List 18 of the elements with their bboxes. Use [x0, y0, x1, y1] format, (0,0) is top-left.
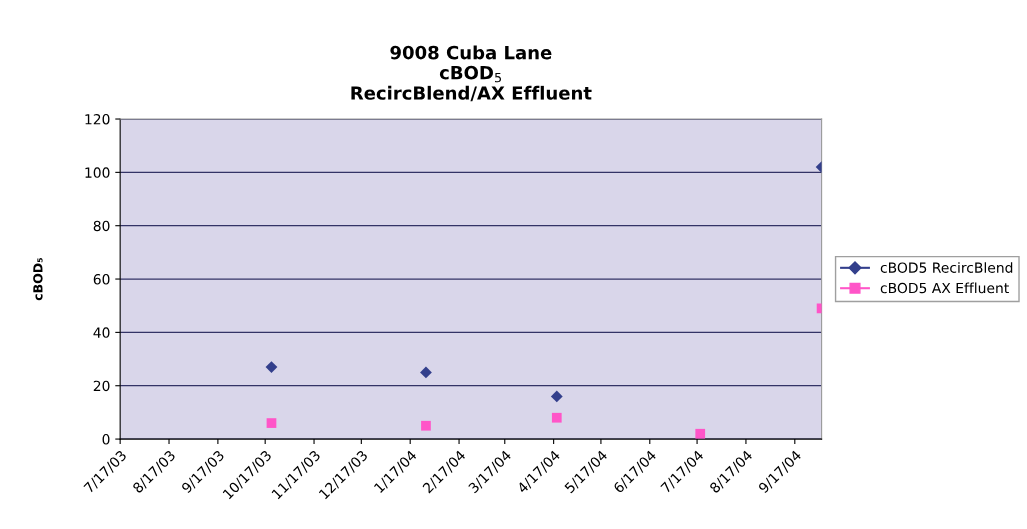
- point: [265, 361, 278, 373]
- point: [421, 420, 431, 431]
- point: [420, 366, 432, 379]
- y-tick-label: 0: [102, 434, 110, 445]
- point: [550, 390, 563, 403]
- legend-label: cBOD5 AX Effluent: [880, 282, 1009, 294]
- y-tick-label: 40: [93, 327, 110, 338]
- y-tick-label: 60: [93, 274, 110, 285]
- point: [695, 428, 706, 439]
- y-tick-label: 100: [85, 167, 110, 178]
- y-tick-label: 20: [93, 380, 110, 392]
- y-tick-label: 80: [93, 220, 110, 232]
- point: [551, 412, 562, 423]
- point: [266, 418, 277, 428]
- y-axis-title: cBOD₅: [33, 258, 43, 301]
- chart-title: 9008 Cuba Lane cBOD$_{5}$ RecircBlend/AX Effluent: [351, 45, 592, 102]
- legend-label: cBOD5 RecircBlend: [880, 262, 1013, 273]
- y-tick-label: 120: [85, 113, 110, 125]
